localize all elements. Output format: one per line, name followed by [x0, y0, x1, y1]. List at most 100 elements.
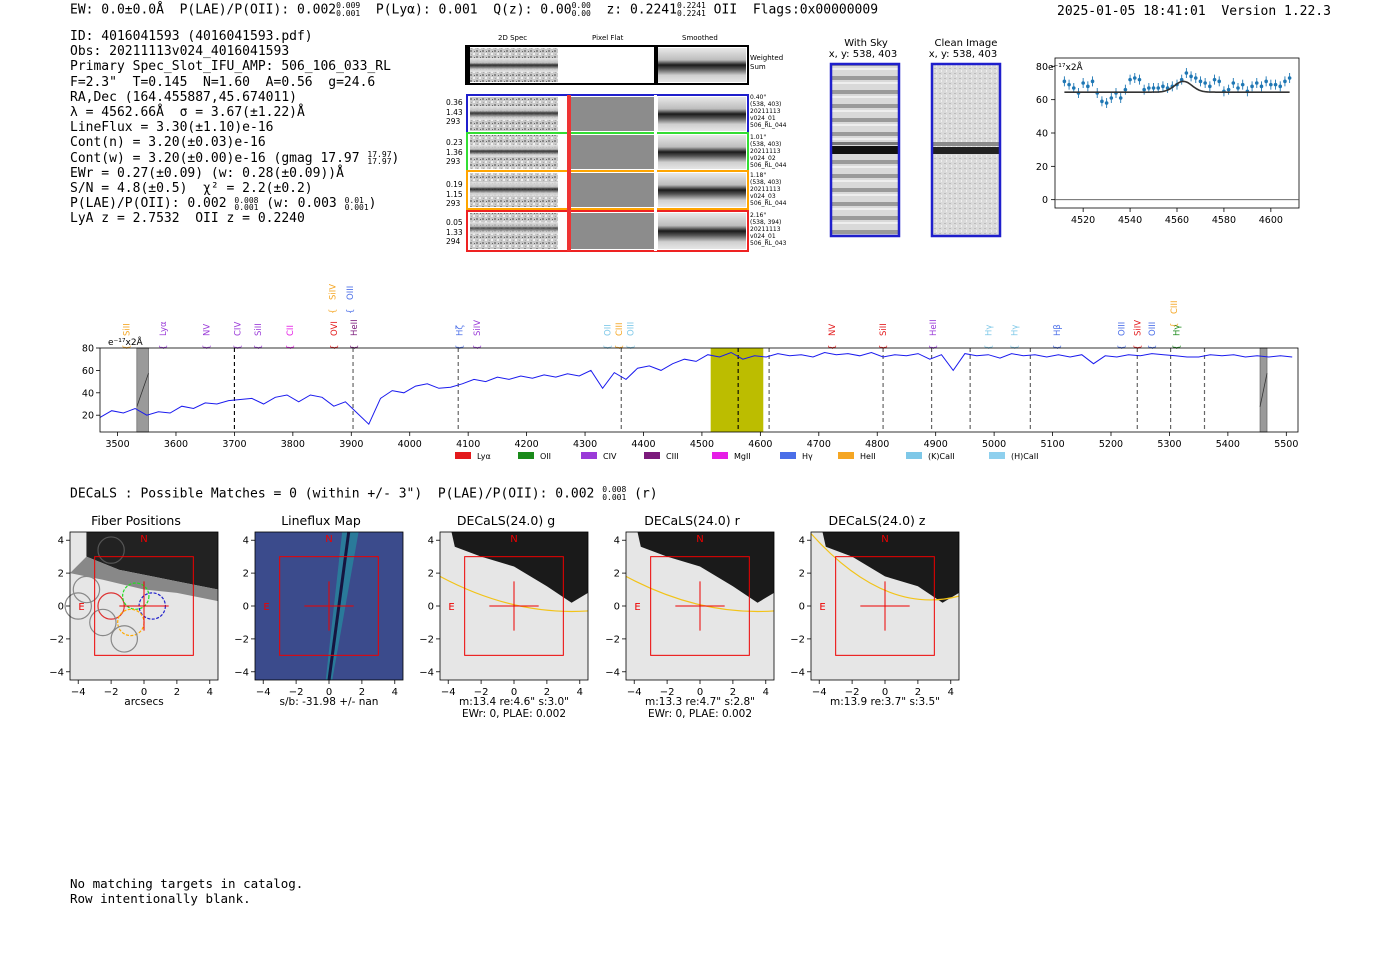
- emission-line-brace: {: [455, 345, 465, 350]
- emission-line-brace: {: [929, 345, 939, 350]
- header-z: z: 0.2241: [606, 2, 677, 18]
- fiber-3-stat-c: 293: [446, 199, 461, 208]
- masked-hatch: [1259, 373, 1268, 407]
- cutout-image: N E −4 −2 0 2 4 4 2 0 −2 −4: [790, 531, 960, 698]
- cutout-ytick-label: −2: [234, 634, 249, 645]
- zoom-data-point: [1071, 86, 1076, 90]
- zoom-ytick-label: 20: [1036, 162, 1048, 173]
- emission-line-label: NV {: [828, 324, 838, 350]
- info-plae-sup: 0.008: [234, 195, 259, 205]
- zoom-data-point: [1090, 79, 1095, 84]
- cutout-xtick-label: 2: [915, 687, 921, 698]
- emission-line-name: CIII: [1170, 301, 1180, 314]
- zoom-data-point: [1236, 86, 1240, 90]
- legend-label: (K)CaII: [928, 452, 955, 461]
- emission-line-name: Hγ: [1172, 325, 1182, 336]
- spectrum-xtick-label: 4000: [398, 439, 422, 450]
- header-z-sub: 0.2241: [676, 9, 706, 18]
- bright-source: [86, 532, 218, 590]
- east-marker: E: [263, 602, 269, 613]
- emission-line-name: NV: [828, 324, 838, 336]
- north-marker: N: [881, 534, 888, 545]
- emission-line-name: OIII: [346, 286, 356, 300]
- cutout-xtick-label: −2: [289, 687, 304, 698]
- cutout-row: Fiber Positions N E −4 −2 0 2 4 4 2 0 −2 −4 arcsecs Li…: [40, 510, 990, 725]
- north-marker: N: [140, 534, 147, 545]
- search-box: [650, 556, 750, 656]
- zoom-data-point: [1273, 82, 1278, 87]
- zoom-ytick-label: 40: [1036, 129, 1048, 140]
- cutout-xtick-label: −2: [474, 687, 489, 698]
- info-slot: Primary Spec_Slot_IFU_AMP: 506_106_033_R…: [70, 59, 391, 75]
- cutout-xtick-label: −2: [104, 687, 119, 698]
- zoom-data-point: [1067, 82, 1071, 87]
- zoom-data-point: [1278, 84, 1283, 89]
- fiber-2-left: 0.23 1.36 293: [446, 138, 463, 167]
- cutout-footer-line2: EWr: 0, PLAE: 0.002: [647, 708, 753, 720]
- spectrum-xtick-label: 3900: [339, 439, 363, 450]
- cutout-panel: DECaLS(24.0) g N E −4 −2 0 2 4 4 2 0 −2 −4 m:13.4 re:…: [410, 510, 600, 725]
- info-cont-w-sup: 17.97: [367, 150, 392, 159]
- header-plae-sup: 0.009: [336, 1, 361, 10]
- header-plae-sub: 0.001: [336, 9, 361, 18]
- spectrum-line: [99, 351, 1293, 426]
- bright-source: [637, 532, 774, 603]
- emission-line-name: CIII: [615, 323, 625, 336]
- cutout-xtick-label: −4: [71, 687, 86, 698]
- cutout-ytick-label: −2: [419, 634, 434, 645]
- zoom-data-point: [1287, 76, 1292, 80]
- legend-swatch: [989, 452, 1005, 459]
- emission-line-label: OIII {: [1148, 322, 1158, 350]
- fiber-row-1: [466, 94, 749, 134]
- info-cont-w: Cont(w) = 3.20(±0.00)e-16 (gmag 17.97 17…: [70, 151, 399, 166]
- cutout-ytick-label: −4: [49, 667, 64, 678]
- emission-line-brace: {: [330, 345, 340, 350]
- cutout-ytick-label: −2: [790, 634, 805, 645]
- cutout-title: DECaLS(24.0) g: [456, 513, 556, 528]
- version: Version 1.22.3: [1221, 4, 1331, 19]
- cutout-ytick-label: −4: [790, 667, 805, 678]
- info-ewr: EWr = 0.27(±0.09) (w: 0.28(±0.09))Å: [70, 165, 344, 181]
- emission-line-name: OIII: [1148, 322, 1158, 336]
- fiber-1-left: 0.36 1.43 293: [446, 98, 463, 127]
- decals-summary-sub: 0.001: [602, 493, 627, 502]
- emission-line-brace: {: [1172, 345, 1182, 350]
- cutout-panel: DECaLS(24.0) z N E −4 −2 0 2 4 4 2 0 −2 −4 m:13.9 re:…: [781, 510, 971, 725]
- line-highlight-band: [710, 348, 764, 432]
- legend-swatch: [455, 452, 471, 459]
- fiber-1-right: 0.40" (538, 403) 20211113 v024_01 506_RL…: [750, 94, 787, 129]
- fiber-3-right: 1.18" (538, 403) 20211113 v024_03 506_RL…: [750, 172, 787, 207]
- emission-line-name: SiII: [879, 323, 889, 336]
- cutout-ytick-label: 2: [58, 569, 64, 580]
- emission-line-label: SiII {: [254, 323, 264, 350]
- info-obs: Obs: 20211113v024_4016041593: [70, 44, 290, 60]
- zoom-data-point: [1151, 86, 1156, 90]
- cutout-panel: Fiber Positions N E −4 −2 0 2 4 4 2 0 −2 −4 arcsecs: [40, 510, 230, 725]
- emission-line-label: OVI {: [330, 321, 340, 350]
- cutout-footer-line1: m:13.4 re:4.6" s:3.0": [459, 696, 569, 708]
- spectrum-ylabel: e⁻¹⁷x2Å: [108, 336, 144, 348]
- cutout-ytick-label: −2: [605, 634, 620, 645]
- emission-line-name: OVI: [330, 321, 340, 336]
- zoom-xtick-label: 4580: [1212, 215, 1236, 226]
- legend-label: (H)CaII: [1011, 452, 1038, 461]
- header-qz-sup: 0.00: [571, 1, 591, 10]
- emission-line-label: OIII {: [346, 286, 356, 314]
- info-plae-w: (w: 0.003: [266, 196, 337, 212]
- decals-summary-text: DECaLS : Possible Matches = 0 (within +/…: [70, 486, 595, 502]
- fiber-circle: [97, 536, 125, 564]
- cutout-xtick-label: 4: [763, 687, 769, 698]
- col-2d-spec: 2D Spec: [498, 34, 528, 42]
- fiber-row-3: [466, 170, 749, 210]
- header-qz-sub: 0.00: [571, 9, 591, 18]
- emission-line-label: SiII {: [122, 323, 132, 350]
- fiber-4-right: 2.16" (538, 394) 20211113 v024_01 506_RL…: [750, 212, 787, 247]
- header-qz: Q(z): 0.00: [493, 2, 572, 18]
- spectrum-plot-frame: [99, 347, 1299, 433]
- zoom-data-point: [1156, 86, 1161, 90]
- spectrum-xtick-label: 5500: [1274, 439, 1298, 450]
- emission-line-label: Hγ {: [1011, 325, 1021, 350]
- info-plae-text: P(LAE)/P(OII): 0.002: [70, 196, 227, 212]
- spectra-2d-panel: 2D Spec Pixel Flat Smoothed: [440, 32, 790, 257]
- cutout-xtick-label: 2: [544, 687, 550, 698]
